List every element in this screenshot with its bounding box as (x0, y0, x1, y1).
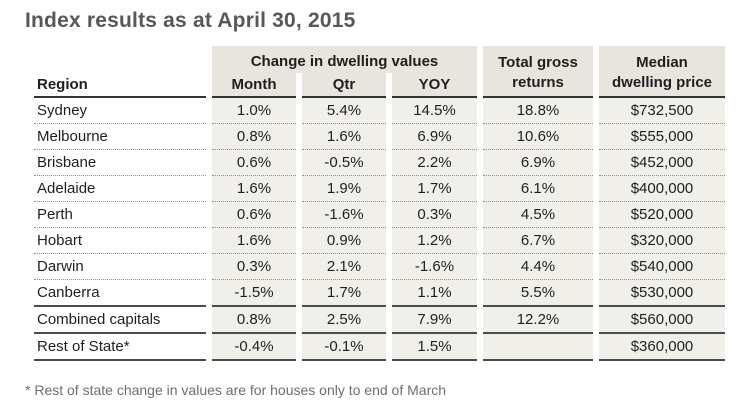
column-header-total-gross-returns: Total gross returns (483, 46, 593, 98)
total-gross-cell (483, 334, 593, 361)
region-cell: Combined capitals (34, 307, 206, 334)
total-gross-cell: 6.7% (483, 228, 593, 254)
total-gross-cell: 5.5% (483, 280, 593, 307)
yoy-cell: 1.5% (392, 334, 477, 361)
month-cell: 0.8% (212, 124, 296, 150)
month-cell: 1.0% (212, 98, 296, 124)
page-title: Index results as at April 30, 2015 (25, 9, 356, 32)
median-cell: $560,000 (599, 307, 725, 334)
region-cell: Perth (34, 202, 206, 228)
region-cell: Melbourne (34, 124, 206, 150)
table-row: Combined capitals 0.8% 2.5% 7.9% 12.2% $560,0… (34, 307, 725, 334)
qtr-cell: 1.7% (302, 280, 386, 307)
yoy-cell: 1.2% (392, 228, 477, 254)
table-header: Region Change in dwelling values Total g… (34, 46, 725, 98)
table-row: Sydney 1.0% 5.4% 14.5% 18.8% $732,500 (34, 98, 725, 124)
total-gross-cell: 6.9% (483, 150, 593, 176)
qtr-cell: 1.6% (302, 124, 386, 150)
region-cell: Hobart (34, 228, 206, 254)
qtr-cell: 0.9% (302, 228, 386, 254)
qtr-cell: -0.5% (302, 150, 386, 176)
column-header-line: Total gross (498, 54, 578, 71)
median-cell: $520,000 (599, 202, 725, 228)
median-cell: $400,000 (599, 176, 725, 202)
header-row-group: Region Change in dwelling values Total g… (34, 46, 725, 98)
total-gross-cell: 12.2% (483, 307, 593, 334)
total-gross-cell: 6.1% (483, 176, 593, 202)
qtr-cell: 5.4% (302, 98, 386, 124)
column-group-change-in-dwelling-values: Change in dwelling values (212, 46, 477, 73)
yoy-cell: 2.2% (392, 150, 477, 176)
yoy-cell: 1.1% (392, 280, 477, 307)
qtr-cell: 2.5% (302, 307, 386, 334)
median-cell: $360,000 (599, 334, 725, 361)
table-row: Darwin 0.3% 2.1% -1.6% 4.4% $540,000 (34, 254, 725, 280)
region-cell: Brisbane (34, 150, 206, 176)
region-cell: Sydney (34, 98, 206, 124)
table-row: Brisbane 0.6% -0.5% 2.2% 6.9% $452,000 (34, 150, 725, 176)
yoy-cell: 1.7% (392, 176, 477, 202)
month-cell: 1.6% (212, 228, 296, 254)
column-header-qtr: Qtr (302, 73, 386, 98)
table-body: Sydney 1.0% 5.4% 14.5% 18.8% $732,500 Melbourn… (34, 98, 725, 361)
region-cell: Darwin (34, 254, 206, 280)
month-cell: 0.3% (212, 254, 296, 280)
table-row: Hobart 1.6% 0.9% 1.2% 6.7% $320,000 (34, 228, 725, 254)
table-row: Rest of State* -0.4% -0.1% 1.5% $360,000 (34, 334, 725, 361)
column-header-median-dwelling-price: Median dwelling price (599, 46, 725, 98)
region-cell: Rest of State* (34, 334, 206, 361)
index-results-table: Region Change in dwelling values Total g… (28, 46, 731, 361)
total-gross-cell: 4.4% (483, 254, 593, 280)
month-cell: -1.5% (212, 280, 296, 307)
total-gross-cell: 18.8% (483, 98, 593, 124)
region-cell: Adelaide (34, 176, 206, 202)
median-cell: $540,000 (599, 254, 725, 280)
month-cell: 0.6% (212, 150, 296, 176)
median-cell: $530,000 (599, 280, 725, 307)
qtr-cell: -1.6% (302, 202, 386, 228)
table-row: Melbourne 0.8% 1.6% 6.9% 10.6% $555,000 (34, 124, 725, 150)
total-gross-cell: 10.6% (483, 124, 593, 150)
yoy-cell: 7.9% (392, 307, 477, 334)
month-cell: -0.4% (212, 334, 296, 361)
column-header-yoy: YOY (392, 73, 477, 98)
region-cell: Canberra (34, 280, 206, 307)
total-gross-cell: 4.5% (483, 202, 593, 228)
month-cell: 1.6% (212, 176, 296, 202)
yoy-cell: 0.3% (392, 202, 477, 228)
column-header-line: dwelling price (611, 73, 713, 91)
table-row: Perth 0.6% -1.6% 0.3% 4.5% $520,000 (34, 202, 725, 228)
median-cell: $320,000 (599, 228, 725, 254)
median-cell: $555,000 (599, 124, 725, 150)
qtr-cell: 1.9% (302, 176, 386, 202)
yoy-cell: -1.6% (392, 254, 477, 280)
column-header-month: Month (212, 73, 296, 98)
footnote: * Rest of state change in values are for… (25, 382, 447, 398)
header-row-subcolumns: Month Qtr YOY (34, 73, 725, 98)
qtr-cell: 2.1% (302, 254, 386, 280)
median-cell: $732,500 (599, 98, 725, 124)
table-row: Canberra -1.5% 1.7% 1.1% 5.5% $530,000 (34, 280, 725, 307)
month-cell: 0.6% (212, 202, 296, 228)
column-header-region: Region (34, 46, 206, 98)
month-cell: 0.8% (212, 307, 296, 334)
column-header-line: Median (636, 54, 688, 71)
yoy-cell: 14.5% (392, 98, 477, 124)
median-cell: $452,000 (599, 150, 725, 176)
yoy-cell: 6.9% (392, 124, 477, 150)
column-header-line: returns (512, 73, 564, 91)
table-row: Adelaide 1.6% 1.9% 1.7% 6.1% $400,000 (34, 176, 725, 202)
qtr-cell: -0.1% (302, 334, 386, 361)
